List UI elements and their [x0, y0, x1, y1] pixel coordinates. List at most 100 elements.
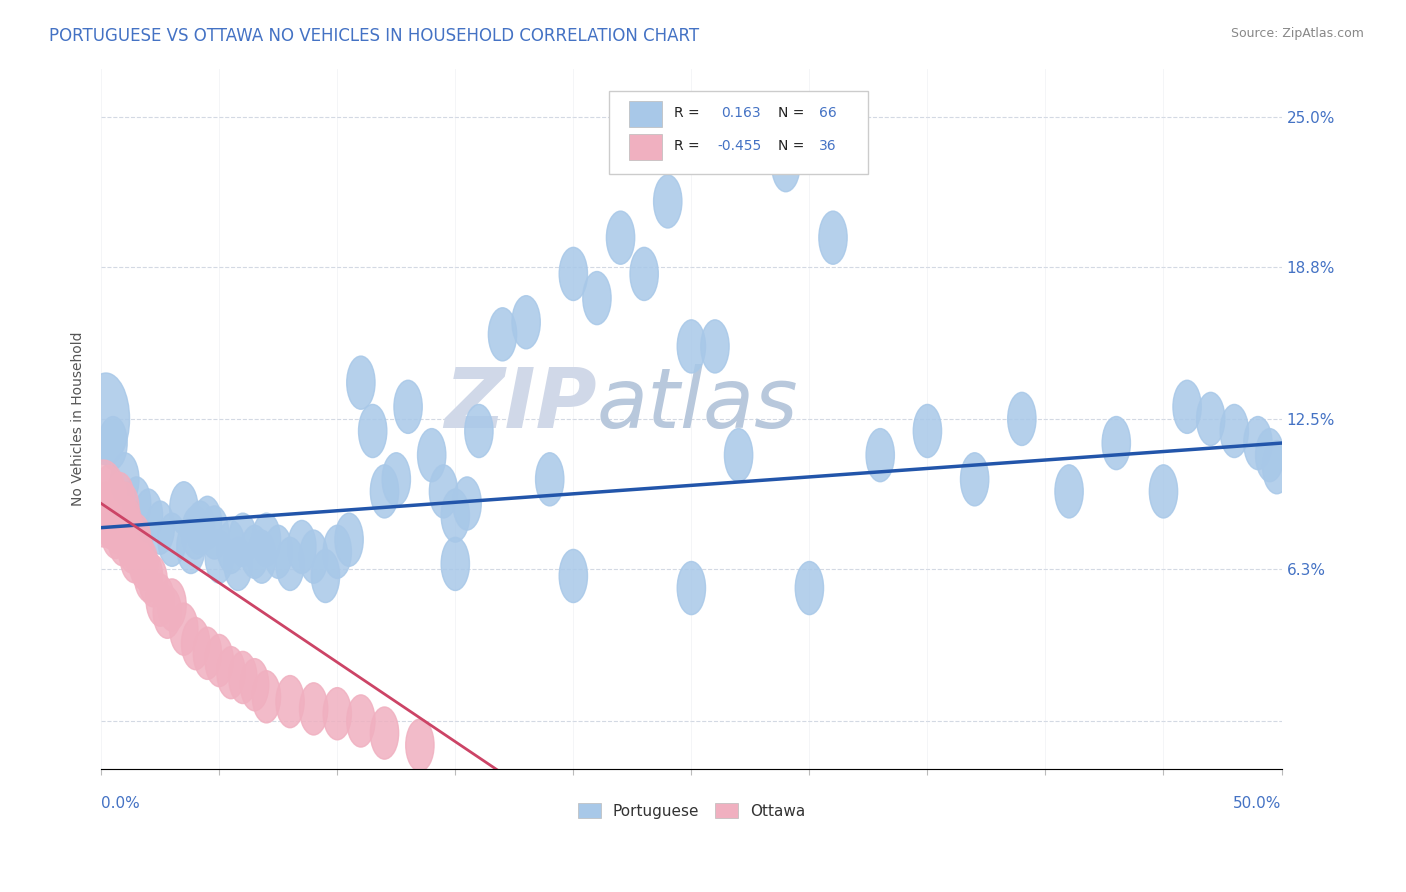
Ellipse shape: [146, 501, 174, 554]
Ellipse shape: [122, 477, 150, 530]
Ellipse shape: [582, 271, 612, 325]
Text: ZIP: ZIP: [444, 365, 598, 445]
Ellipse shape: [177, 520, 205, 574]
Ellipse shape: [1244, 417, 1272, 470]
Ellipse shape: [201, 506, 229, 559]
Ellipse shape: [101, 507, 129, 558]
Ellipse shape: [229, 651, 257, 704]
Ellipse shape: [700, 320, 730, 373]
Ellipse shape: [441, 537, 470, 591]
Ellipse shape: [488, 308, 516, 361]
Text: 66: 66: [818, 105, 837, 120]
Ellipse shape: [181, 617, 209, 670]
Ellipse shape: [80, 460, 127, 547]
Ellipse shape: [157, 579, 186, 631]
Ellipse shape: [335, 513, 363, 566]
Ellipse shape: [1149, 465, 1178, 518]
Ellipse shape: [1008, 392, 1036, 445]
Text: 36: 36: [818, 139, 837, 153]
Ellipse shape: [129, 538, 157, 590]
Ellipse shape: [125, 525, 153, 578]
Ellipse shape: [299, 682, 328, 735]
Text: atlas: atlas: [598, 365, 799, 445]
Ellipse shape: [264, 525, 292, 578]
Ellipse shape: [94, 466, 122, 517]
Text: 0.0%: 0.0%: [101, 796, 141, 811]
Ellipse shape: [1054, 465, 1083, 518]
Legend: Portuguese, Ottawa: Portuguese, Ottawa: [572, 797, 811, 825]
Ellipse shape: [866, 428, 894, 482]
Ellipse shape: [146, 574, 174, 626]
Ellipse shape: [678, 320, 706, 373]
Ellipse shape: [512, 295, 540, 349]
Ellipse shape: [606, 211, 634, 264]
Ellipse shape: [229, 513, 257, 566]
Ellipse shape: [170, 482, 198, 535]
Ellipse shape: [418, 428, 446, 482]
Ellipse shape: [347, 356, 375, 409]
Ellipse shape: [796, 561, 824, 615]
Ellipse shape: [406, 719, 434, 772]
Ellipse shape: [370, 465, 399, 518]
Ellipse shape: [678, 561, 706, 615]
Text: N =: N =: [778, 105, 804, 120]
Ellipse shape: [630, 247, 658, 301]
Ellipse shape: [288, 520, 316, 574]
Ellipse shape: [98, 490, 127, 541]
Ellipse shape: [1263, 441, 1291, 494]
Ellipse shape: [299, 530, 328, 583]
Ellipse shape: [1256, 428, 1284, 482]
Ellipse shape: [323, 688, 352, 739]
Ellipse shape: [217, 647, 245, 698]
FancyBboxPatch shape: [628, 135, 662, 160]
Ellipse shape: [560, 549, 588, 603]
Ellipse shape: [1102, 417, 1130, 470]
Ellipse shape: [111, 483, 139, 534]
FancyBboxPatch shape: [628, 102, 662, 127]
Ellipse shape: [217, 520, 245, 574]
Ellipse shape: [772, 138, 800, 192]
Ellipse shape: [104, 501, 132, 554]
Ellipse shape: [186, 501, 215, 554]
Ellipse shape: [560, 247, 588, 301]
Ellipse shape: [108, 514, 136, 566]
Ellipse shape: [536, 453, 564, 506]
Ellipse shape: [654, 175, 682, 228]
Ellipse shape: [97, 497, 125, 549]
Ellipse shape: [394, 380, 422, 434]
Ellipse shape: [122, 514, 150, 566]
Ellipse shape: [359, 404, 387, 458]
Ellipse shape: [441, 489, 470, 542]
Ellipse shape: [818, 211, 848, 264]
Ellipse shape: [181, 506, 209, 559]
Ellipse shape: [276, 675, 304, 728]
Ellipse shape: [83, 373, 129, 465]
Ellipse shape: [311, 549, 340, 603]
Ellipse shape: [252, 513, 281, 566]
Ellipse shape: [276, 537, 304, 591]
Ellipse shape: [240, 525, 269, 578]
Ellipse shape: [120, 531, 149, 582]
Text: PORTUGUESE VS OTTAWA NO VEHICLES IN HOUSEHOLD CORRELATION CHART: PORTUGUESE VS OTTAWA NO VEHICLES IN HOUS…: [49, 27, 699, 45]
Ellipse shape: [370, 707, 399, 759]
Text: R =: R =: [673, 139, 699, 153]
Ellipse shape: [323, 525, 352, 578]
Ellipse shape: [111, 453, 139, 506]
Text: 50.0%: 50.0%: [1233, 796, 1281, 811]
Ellipse shape: [205, 530, 233, 583]
Ellipse shape: [205, 634, 233, 687]
Ellipse shape: [724, 428, 752, 482]
Ellipse shape: [240, 658, 269, 711]
Ellipse shape: [1173, 380, 1201, 434]
Ellipse shape: [382, 453, 411, 506]
Ellipse shape: [252, 671, 281, 723]
Ellipse shape: [914, 404, 942, 458]
Ellipse shape: [429, 465, 458, 518]
Ellipse shape: [134, 549, 163, 602]
Ellipse shape: [98, 417, 127, 470]
Ellipse shape: [224, 537, 252, 591]
Ellipse shape: [157, 513, 186, 566]
Ellipse shape: [960, 453, 988, 506]
Text: 0.163: 0.163: [721, 105, 761, 120]
Ellipse shape: [1197, 392, 1225, 445]
